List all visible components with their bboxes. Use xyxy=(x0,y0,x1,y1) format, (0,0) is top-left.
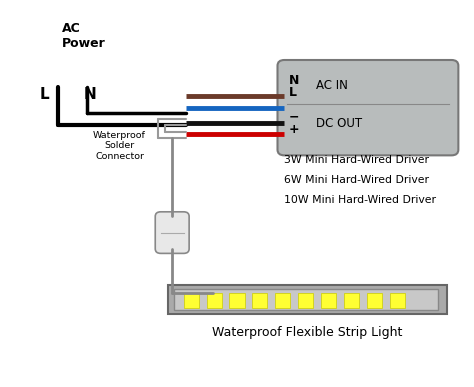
Text: L: L xyxy=(39,87,49,102)
FancyBboxPatch shape xyxy=(155,212,189,253)
Bar xyxy=(321,293,336,308)
Bar xyxy=(344,293,359,308)
Bar xyxy=(367,293,382,308)
Text: AC IN: AC IN xyxy=(317,79,348,92)
Text: Waterproof
Solder
Connector: Waterproof Solder Connector xyxy=(93,131,146,161)
Text: N: N xyxy=(83,87,96,102)
Bar xyxy=(183,293,199,308)
Text: −: − xyxy=(289,111,300,124)
Text: 6W Mini Hard-Wired Driver: 6W Mini Hard-Wired Driver xyxy=(284,175,429,185)
Bar xyxy=(174,289,438,310)
Bar xyxy=(229,293,245,308)
Text: DC OUT: DC OUT xyxy=(317,117,363,130)
Text: 3W Mini Hard-Wired Driver: 3W Mini Hard-Wired Driver xyxy=(284,155,429,165)
FancyBboxPatch shape xyxy=(277,60,458,155)
Text: N: N xyxy=(289,74,299,87)
Bar xyxy=(390,293,405,308)
Text: L: L xyxy=(289,86,297,99)
Bar xyxy=(252,293,267,308)
Bar xyxy=(207,293,222,308)
Bar xyxy=(168,285,447,313)
Text: Waterproof Flexible Strip Light: Waterproof Flexible Strip Light xyxy=(212,326,402,339)
Text: AC
Power: AC Power xyxy=(62,22,106,50)
Bar xyxy=(298,293,313,308)
Text: +: + xyxy=(289,123,300,136)
Text: 10W Mini Hard-Wired Driver: 10W Mini Hard-Wired Driver xyxy=(284,195,437,205)
Bar xyxy=(275,293,290,308)
